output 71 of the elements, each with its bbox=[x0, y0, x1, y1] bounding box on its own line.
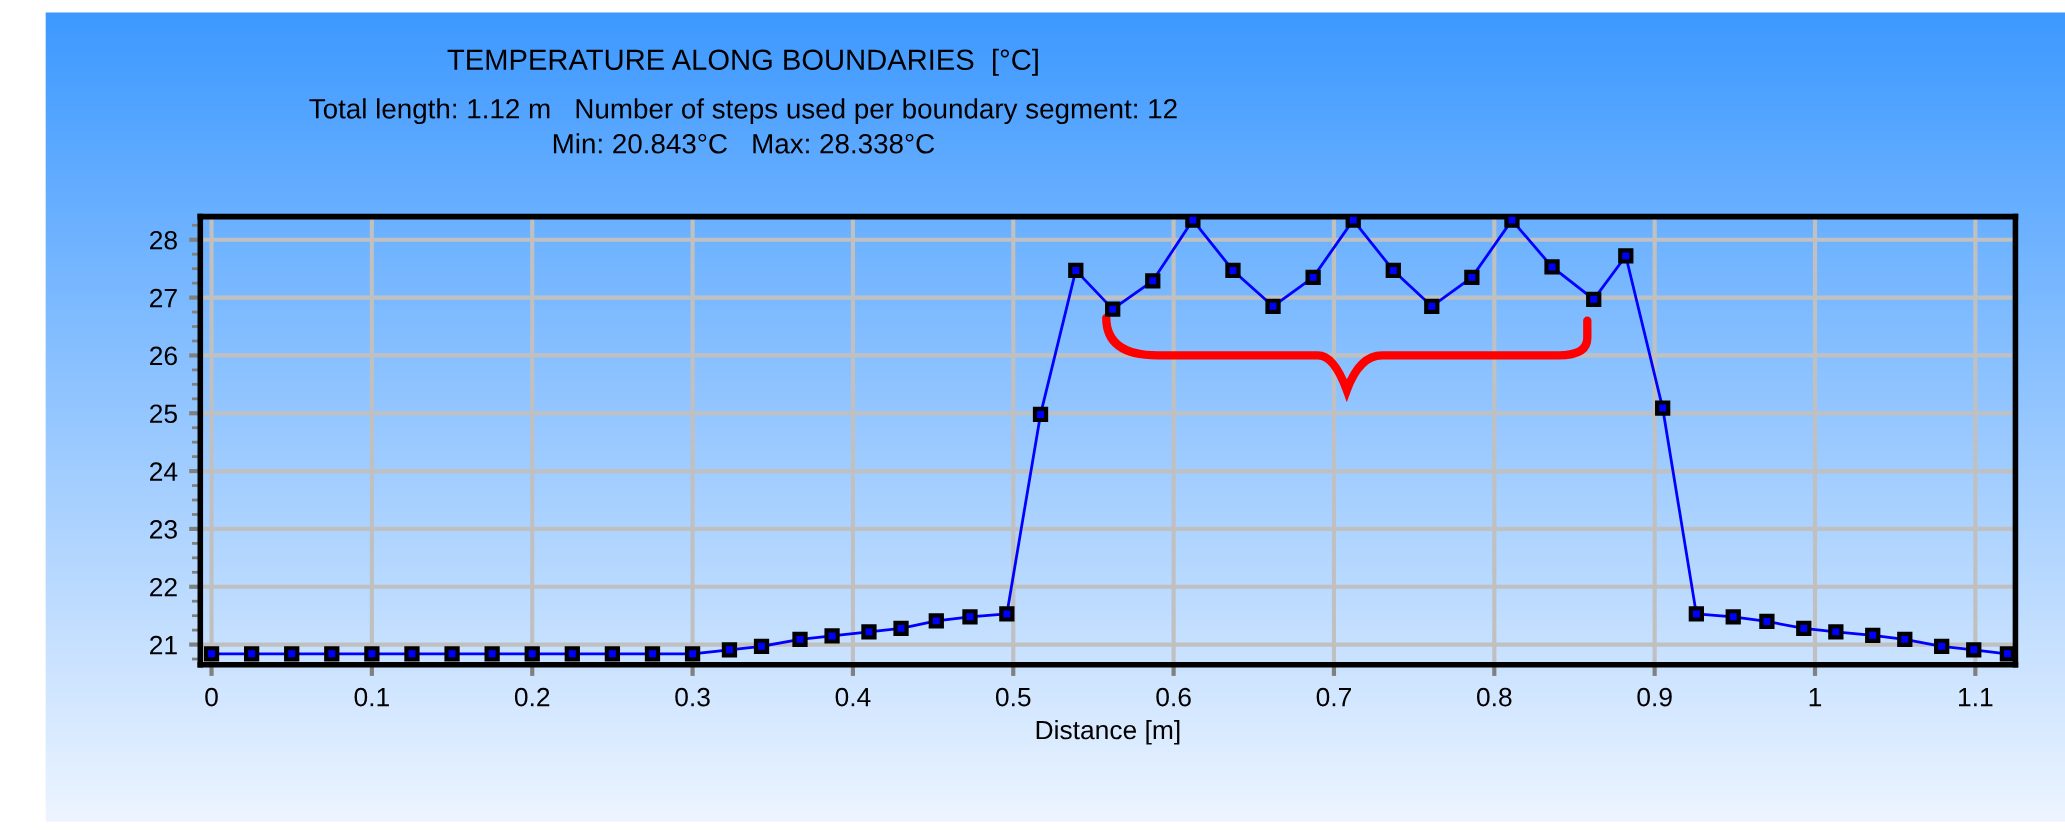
x-tick-label: 0.4 bbox=[835, 687, 871, 707]
point bbox=[1305, 269, 1321, 285]
point bbox=[1796, 620, 1812, 637]
point bbox=[1185, 216, 1201, 228]
point bbox=[1032, 406, 1049, 423]
x-tick-label: 0.6 bbox=[1156, 687, 1191, 707]
point bbox=[1225, 262, 1241, 279]
point bbox=[1504, 216, 1520, 228]
point bbox=[364, 646, 380, 662]
x-tick-label: 0 bbox=[205, 687, 218, 707]
y-tick-label: 21 bbox=[150, 635, 177, 655]
y-tick-label: 26 bbox=[150, 346, 177, 366]
x-tick-label: 1.1 bbox=[1959, 688, 1993, 707]
point bbox=[962, 609, 978, 625]
x-tick-label: 0.9 bbox=[1637, 687, 1672, 707]
x-tick-label: 1 bbox=[1809, 688, 1822, 707]
point bbox=[1464, 269, 1480, 285]
y-tick-label: 25 bbox=[150, 404, 177, 424]
x-tick-label: 0.8 bbox=[1477, 687, 1512, 707]
point bbox=[721, 642, 738, 658]
point bbox=[644, 646, 661, 662]
point bbox=[861, 624, 877, 640]
point bbox=[1618, 248, 1634, 264]
chart-title: TEMPERATURE ALONG BOUNDARIES [°C] bbox=[447, 48, 1038, 76]
point bbox=[753, 638, 770, 654]
point bbox=[1934, 638, 1950, 654]
point bbox=[1688, 606, 1704, 622]
point bbox=[824, 628, 840, 644]
y-tick-label: 22 bbox=[150, 577, 177, 597]
x-tick-label: 0.5 bbox=[995, 687, 1031, 707]
point bbox=[604, 646, 621, 662]
point bbox=[484, 646, 500, 662]
y-tick-label: 28 bbox=[150, 230, 177, 250]
point bbox=[1385, 262, 1401, 279]
point bbox=[1105, 301, 1121, 317]
point bbox=[893, 620, 909, 637]
point bbox=[1586, 291, 1602, 307]
point bbox=[1145, 273, 1161, 289]
point bbox=[324, 646, 340, 662]
point bbox=[1759, 613, 1775, 630]
chart-subtitle: Total length: 1.12 m Number of steps used per boundary segment: 12 Min: 20.843°C Max: 28.338°C bbox=[309, 98, 1177, 154]
point bbox=[564, 646, 580, 662]
point bbox=[1865, 627, 1881, 643]
y-tick-label: 23 bbox=[150, 520, 177, 539]
y-tick-label: 27 bbox=[150, 288, 177, 308]
y-tick-label: 24 bbox=[150, 462, 178, 481]
point bbox=[243, 646, 260, 662]
x-axis-title: Distance [m] bbox=[1036, 719, 1180, 745]
point bbox=[1265, 298, 1281, 314]
point bbox=[1655, 400, 1671, 416]
point bbox=[524, 646, 540, 662]
point bbox=[1345, 216, 1361, 228]
point bbox=[1424, 298, 1440, 314]
x-tick-label: 0.3 bbox=[675, 687, 710, 707]
point bbox=[999, 606, 1015, 622]
point bbox=[444, 646, 460, 662]
point bbox=[1897, 631, 1913, 648]
point bbox=[684, 646, 701, 662]
point bbox=[284, 646, 300, 662]
point bbox=[1725, 609, 1741, 625]
point bbox=[1966, 642, 1982, 658]
x-tick-label: 0.2 bbox=[514, 687, 550, 707]
point bbox=[1828, 624, 1844, 640]
point bbox=[404, 646, 420, 662]
point bbox=[1544, 259, 1560, 275]
x-tick-label: 0.1 bbox=[354, 687, 389, 707]
point bbox=[928, 613, 944, 629]
point bbox=[203, 646, 220, 662]
x-tick-label: 0.7 bbox=[1316, 687, 1351, 707]
point bbox=[1068, 262, 1084, 279]
point bbox=[792, 631, 808, 648]
